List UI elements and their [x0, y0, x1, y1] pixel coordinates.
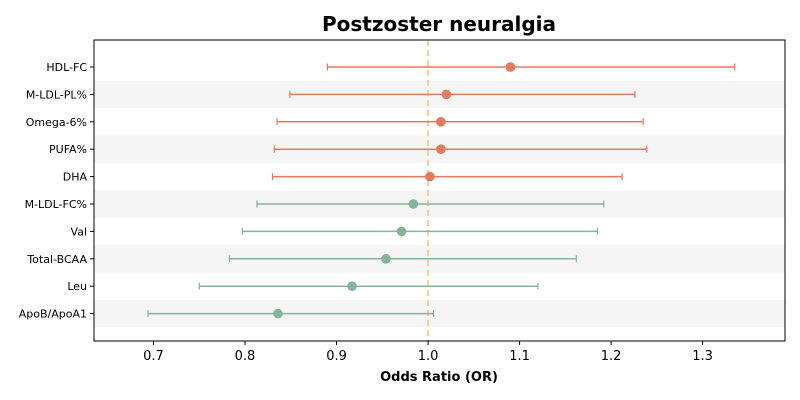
- plot-frame: [93, 39, 786, 342]
- y-axis: HDL-FC M-LDL-PL% Omega-6% PUFA% DHA M-LDL-FC%…: [19, 61, 94, 321]
- or-point: [425, 171, 435, 182]
- y-tick-label: M-LDL-FC%: [25, 198, 87, 211]
- or-point: [505, 62, 516, 72]
- y-tick-label: PUFA%: [49, 143, 87, 156]
- or-point: [381, 253, 391, 264]
- x-tick-label: 1.2: [601, 349, 622, 364]
- or-point: [436, 144, 446, 154]
- x-tick-label: 0.9: [326, 349, 347, 364]
- or-point: [396, 226, 407, 237]
- y-tick-label: M-LDL-PL%: [26, 88, 87, 101]
- x-tick-label: 0.8: [235, 349, 256, 364]
- x-tick-label: 1.3: [692, 349, 713, 364]
- or-point: [273, 308, 283, 319]
- y-tick-label: HDL-FC: [46, 61, 87, 74]
- x-axis: 0.7 0.8 0.9 1.0 1.1 1.2 1.3: [143, 341, 713, 364]
- or-point: [408, 199, 419, 209]
- or-point: [347, 281, 357, 292]
- plot-marks: [147, 62, 736, 319]
- x-tick-label: 1.0: [418, 349, 439, 364]
- y-tick-label: Total-BCAA: [26, 253, 87, 266]
- x-tick-label: 1.1: [509, 349, 530, 364]
- x-tick-label: 0.7: [143, 349, 164, 364]
- or-point: [441, 89, 452, 100]
- or-point: [436, 117, 446, 127]
- chart-title: Postzoster neuralgia: [322, 12, 556, 36]
- x-axis-label: Odds Ratio (OR): [380, 370, 498, 385]
- y-tick-label: DHA: [63, 171, 88, 184]
- y-tick-label: Leu: [67, 280, 87, 293]
- y-tick-label: ApoB/ApoA1: [19, 308, 87, 321]
- y-tick-label: Val: [71, 225, 87, 238]
- y-tick-label: Omega-6%: [26, 116, 87, 129]
